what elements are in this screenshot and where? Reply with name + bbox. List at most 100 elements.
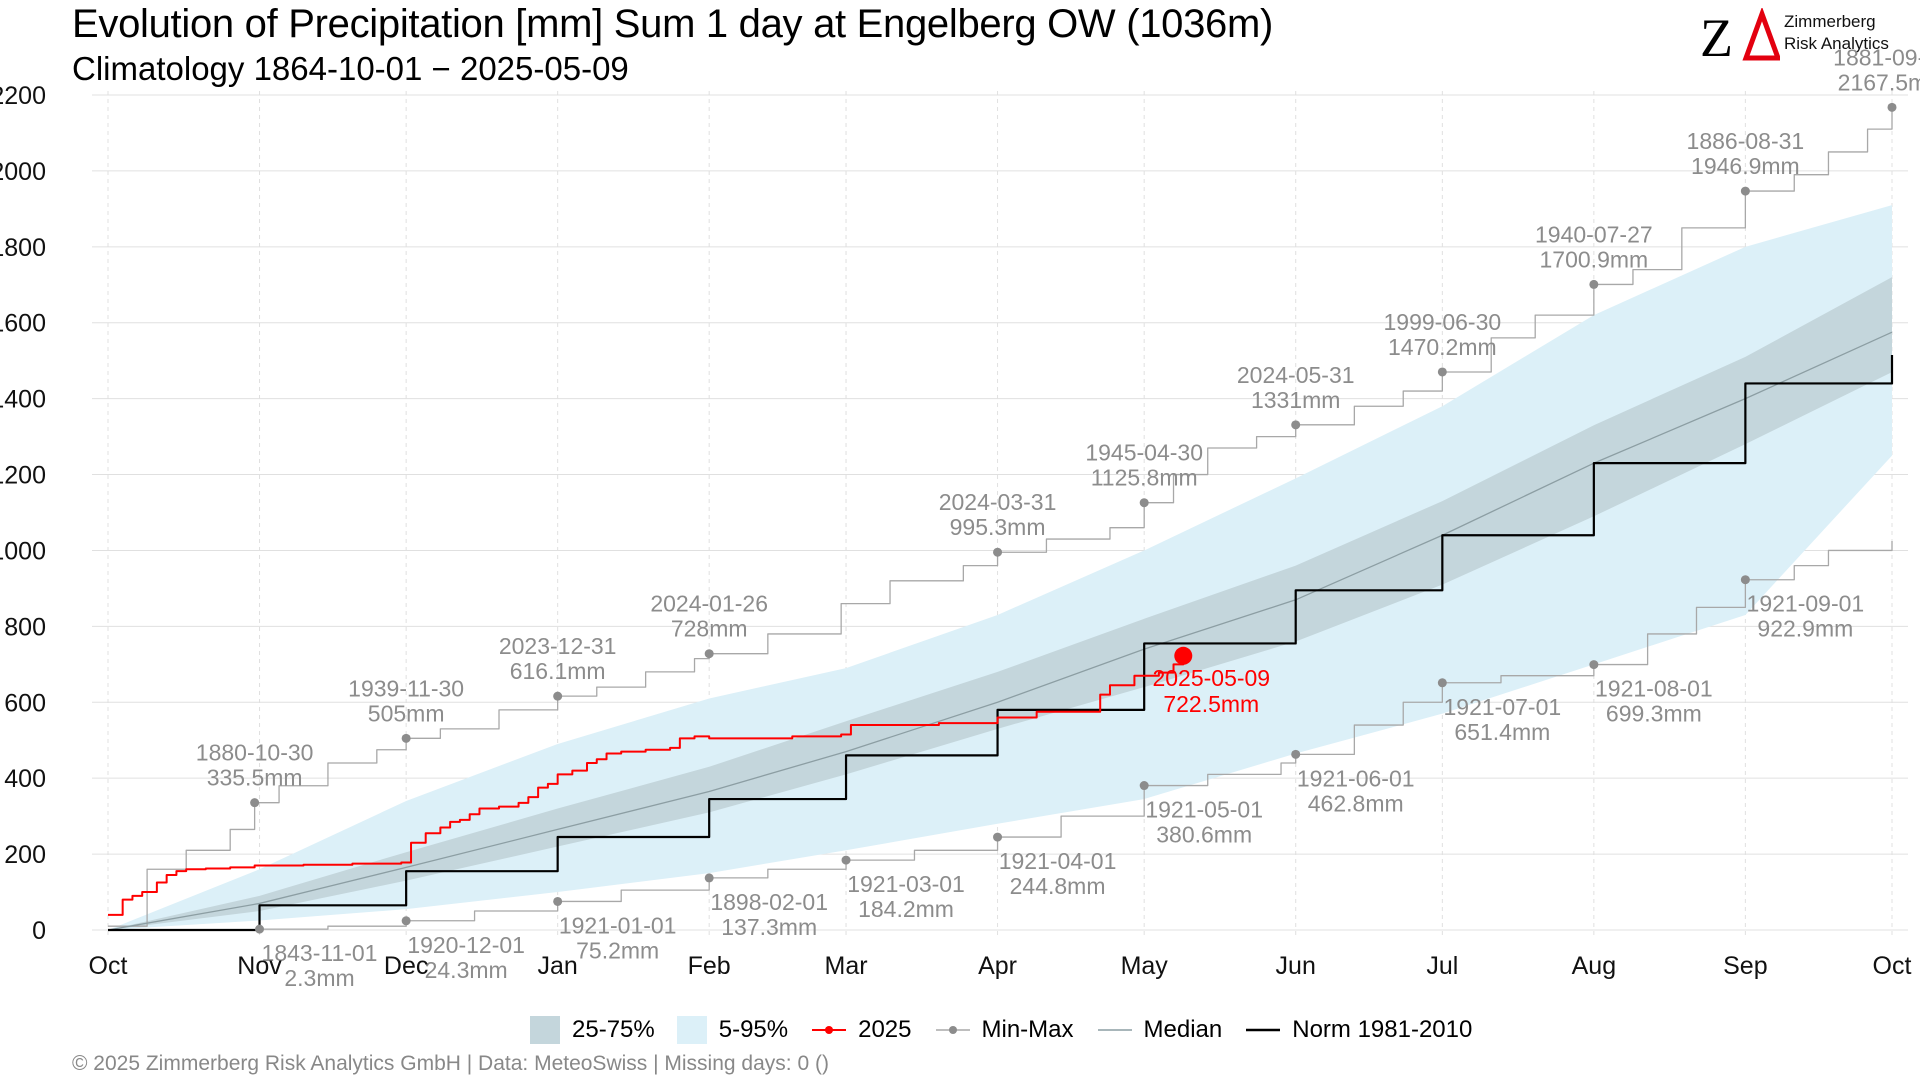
max-point <box>1740 186 1750 196</box>
max-point <box>250 798 260 808</box>
min-point <box>255 924 265 934</box>
y-tick-label: 800 <box>4 613 46 641</box>
legend-swatch-iqr <box>530 1016 560 1044</box>
min-point <box>1291 749 1301 759</box>
logo-line-2: Risk Analytics <box>1784 34 1889 53</box>
min-date-label: 1921-07-01 <box>1444 694 1562 720</box>
min-date-label: 1921-03-01 <box>847 871 965 897</box>
min-value-label: 184.2mm <box>858 896 954 922</box>
max-value-label: 616.1mm <box>510 658 606 684</box>
current-date-label: 2025-05-09 <box>1152 665 1270 691</box>
min-date-label: 1921-08-01 <box>1595 676 1713 702</box>
min-point <box>1437 678 1447 688</box>
legend-label-iqr: 25-75% <box>572 1016 655 1043</box>
legend-line-minmax <box>935 1026 970 1034</box>
legend-label-minmax: Min-Max <box>981 1016 1074 1043</box>
min-value-label: 24.3mm <box>425 957 508 983</box>
max-value-label: 335.5mm <box>207 765 303 791</box>
x-tick-label: Mar <box>825 952 868 980</box>
max-point <box>1139 498 1149 508</box>
chart-subtitle: Climatology 1864-10-01 − 2025-05-09 <box>72 50 629 87</box>
legend-swatch-p595 <box>676 1016 707 1044</box>
max-date-label: 1939-11-30 <box>348 675 464 701</box>
min-point <box>553 896 563 906</box>
x-tick-label: Jul <box>1426 952 1458 980</box>
grid-lines <box>92 91 1908 938</box>
svg-text:Z: Z <box>1700 8 1733 68</box>
norm-line <box>108 354 1894 932</box>
y-tick-label: 1400 <box>0 386 46 414</box>
legend-item-p595: 5-95% <box>676 1016 788 1044</box>
y-tick-label: 600 <box>4 689 46 717</box>
x-tick-label: Aug <box>1572 952 1616 980</box>
min-date-label: 1898-02-01 <box>710 889 828 915</box>
max-date-label: 1999-06-30 <box>1384 309 1502 335</box>
logo-line-1: Zimmerberg <box>1784 12 1876 31</box>
min-date-label: 1920-12-01 <box>407 932 525 958</box>
min-date-label: 1921-01-01 <box>559 912 677 938</box>
y-tick-label: 2000 <box>0 158 46 186</box>
x-tick-label: Oct <box>1873 952 1912 980</box>
max-value-label: 1700.9mm <box>1540 246 1649 272</box>
max-point <box>704 649 714 659</box>
min-value-label: 2.3mm <box>284 965 354 991</box>
min-point <box>841 855 851 865</box>
max-point <box>553 691 563 701</box>
max-value-label: 505mm <box>368 700 445 726</box>
max-point <box>401 733 411 743</box>
min-value-label: 75.2mm <box>576 937 659 963</box>
x-tick-label: Sep <box>1723 952 1767 980</box>
max-point <box>1291 420 1301 430</box>
min-value-label: 244.8mm <box>1010 873 1106 899</box>
x-tick-label: Jan <box>538 952 578 980</box>
legend-item-median: Median <box>1096 1016 1223 1044</box>
band-5-95 <box>108 205 1892 930</box>
y-tick-label: 1200 <box>0 462 46 490</box>
min-point <box>1589 660 1599 670</box>
max-date-label: 2023-12-31 <box>499 633 617 659</box>
y-tick-label: 400 <box>4 765 46 793</box>
min-value-label: 651.4mm <box>1454 719 1550 745</box>
legend-item-norm: Norm 1981-2010 <box>1244 1016 1472 1044</box>
max-value-label: 2167.5mm <box>1838 69 1920 95</box>
max-point <box>993 547 1003 557</box>
min-point <box>401 916 411 926</box>
y-tick-label: 1600 <box>0 310 46 338</box>
min-value-label: 462.8mm <box>1308 790 1404 816</box>
za-logo-icon: Z <box>1700 6 1782 68</box>
max-value-label: 1946.9mm <box>1691 153 1800 179</box>
legend-item-minmax: Min-Max <box>934 1016 1074 1044</box>
x-tick-label: Feb <box>688 952 731 980</box>
current-year-line <box>108 655 1185 916</box>
max-date-label: 1886-08-31 <box>1687 128 1805 154</box>
max-value-label: 995.3mm <box>950 514 1046 540</box>
chart-legend: 25-75% 5-95% 2025 Min-Max Median Norm 19… <box>530 1012 1494 1048</box>
legend-line-norm <box>1246 1028 1281 1032</box>
footer-copyright: © 2025 Zimmerberg Risk Analytics GmbH | … <box>72 1052 829 1075</box>
axis-labels: 0 200 400 600 800 1000 1200 1400 1600 1800 2000 220… <box>0 82 1911 980</box>
legend-label-norm: Norm 1981-2010 <box>1292 1016 1473 1043</box>
max-date-label: 1945-04-30 <box>1085 440 1203 466</box>
max-point <box>1887 102 1897 112</box>
min-value-label: 137.3mm <box>721 914 817 940</box>
min-value-label: 922.9mm <box>1757 616 1853 642</box>
max-date-label: 2024-01-26 <box>650 591 768 617</box>
min-point <box>993 832 1003 842</box>
min-date-label: 1921-06-01 <box>1297 765 1415 791</box>
percentile-bands <box>108 205 1892 930</box>
max-date-label: 1880-10-30 <box>196 740 314 766</box>
legend-line-current <box>812 1026 847 1034</box>
x-tick-label: Dec <box>384 952 428 980</box>
max-value-label: 1331mm <box>1251 387 1340 413</box>
max-point <box>1437 367 1447 377</box>
min-line <box>108 540 1893 931</box>
min-point <box>1740 575 1750 585</box>
current-value-label: 722.5mm <box>1163 691 1259 717</box>
legend-label-median: Median <box>1143 1016 1223 1043</box>
max-value-label: 728mm <box>671 616 748 642</box>
max-date-label: 1881-09-30 <box>1833 44 1920 70</box>
current-year-point <box>1174 646 1193 665</box>
max-date-label: 2024-05-31 <box>1237 362 1355 388</box>
legend-item-iqr: 25-75% <box>530 1016 655 1044</box>
